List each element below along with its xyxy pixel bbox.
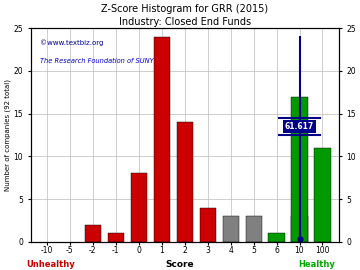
Bar <box>292 97 307 242</box>
Bar <box>246 216 262 242</box>
Text: ©www.textbiz.org: ©www.textbiz.org <box>40 39 103 46</box>
Bar <box>177 122 193 242</box>
Bar <box>314 148 330 242</box>
Bar <box>108 233 124 242</box>
Text: Healthy: Healthy <box>298 260 335 269</box>
Y-axis label: Number of companies (92 total): Number of companies (92 total) <box>4 79 11 191</box>
Bar <box>199 208 216 242</box>
Bar <box>85 225 101 242</box>
Bar <box>292 216 307 242</box>
Title: Z-Score Histogram for GRR (2015)
Industry: Closed End Funds: Z-Score Histogram for GRR (2015) Industr… <box>101 4 268 27</box>
Text: The Research Foundation of SUNY: The Research Foundation of SUNY <box>40 58 154 64</box>
Text: 61.617: 61.617 <box>285 122 314 131</box>
Text: Score: Score <box>166 260 194 269</box>
Bar <box>222 216 239 242</box>
Text: Unhealthy: Unhealthy <box>26 260 75 269</box>
Bar <box>131 174 147 242</box>
Bar <box>269 233 284 242</box>
Bar <box>154 37 170 242</box>
